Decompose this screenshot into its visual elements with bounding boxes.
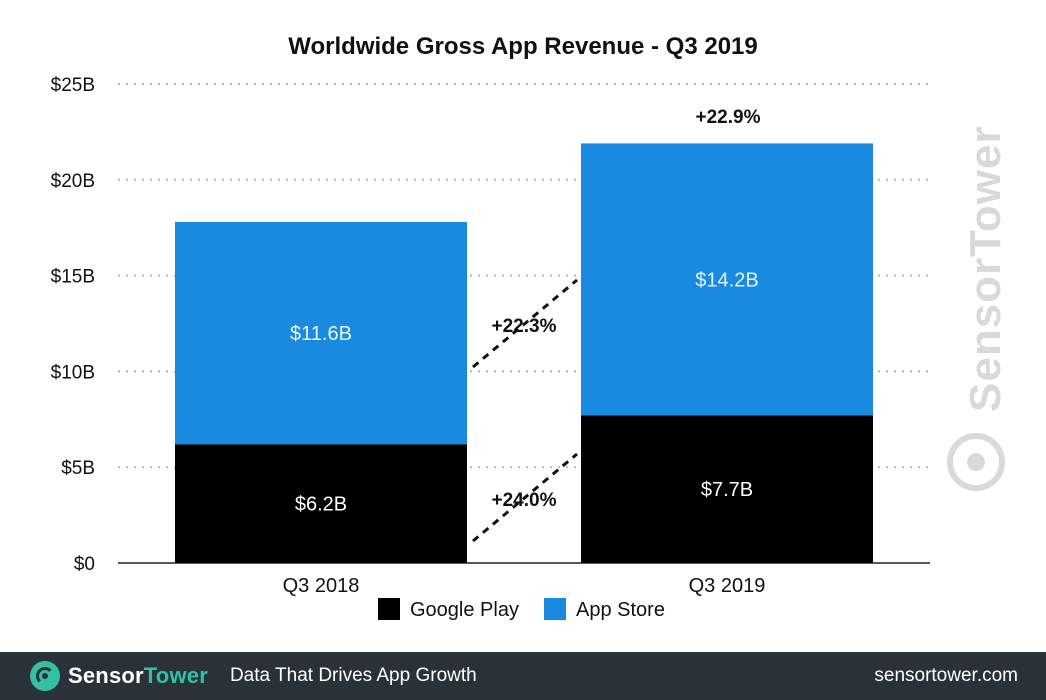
chart: Worldwide Gross App Revenue - Q3 2019 $0… (51, 33, 1010, 621)
bar-app-store (581, 143, 873, 416)
sensortower-logo: SensorTower (30, 661, 208, 691)
y-tick-label: $25B (51, 75, 95, 96)
bar-value-label: $11.6B (290, 323, 352, 345)
y-tick-label: $15B (51, 267, 95, 288)
bar-labels: $6.2B $11.6B $7.7B $14.2B (290, 269, 759, 515)
legend-swatch-google-play (378, 598, 400, 620)
bar-value-label: $6.2B (295, 494, 347, 516)
growth-annotations: +22.3% +24.0% +22.9% (472, 107, 761, 543)
y-axis: $0 $5B $10B $15B $20B $25B (51, 75, 95, 575)
bar-value-label: $7.7B (701, 479, 753, 501)
app-store-growth-label: +22.3% (492, 316, 557, 337)
legend-label-app-store: App Store (576, 599, 665, 621)
app-store-growth-connector (472, 278, 578, 369)
x-tick-label: Q3 2018 (283, 575, 360, 597)
legend: Google Play App Store (378, 598, 665, 621)
bar-google-play (175, 444, 467, 563)
total-growth-label: +22.9% (696, 107, 761, 128)
y-tick-label: $5B (61, 458, 95, 479)
google-play-growth-label: +24.0% (492, 490, 557, 511)
watermark-text: SensorTower (961, 126, 1010, 412)
bars (175, 143, 873, 563)
bar-app-store (175, 221, 467, 445)
legend-label-google-play: Google Play (410, 599, 519, 621)
google-play-growth-connector (472, 452, 578, 543)
footer-bar: SensorTower Data That Drives App Growth … (0, 652, 1046, 700)
brand-name: SensorTower (68, 663, 208, 688)
footer-tagline: Data That Drives App Growth (229, 665, 477, 686)
chart-title: Worldwide Gross App Revenue - Q3 2019 (288, 33, 757, 60)
bar-google-play (581, 415, 873, 563)
x-axis: Q3 2018 Q3 2019 (283, 575, 766, 597)
bar-value-label: $14.2B (695, 269, 758, 291)
footer-url-link[interactable]: sensortower.com (874, 665, 1018, 686)
sensortower-logo-icon (30, 661, 60, 691)
legend-swatch-app-store (544, 598, 566, 620)
x-tick-label: Q3 2019 (689, 575, 766, 597)
y-tick-label: $0 (74, 554, 95, 575)
y-tick-label: $20B (51, 171, 95, 192)
y-tick-label: $10B (51, 362, 95, 383)
watermark-logo-icon (947, 433, 1005, 491)
watermark: SensorTower (947, 126, 1010, 491)
